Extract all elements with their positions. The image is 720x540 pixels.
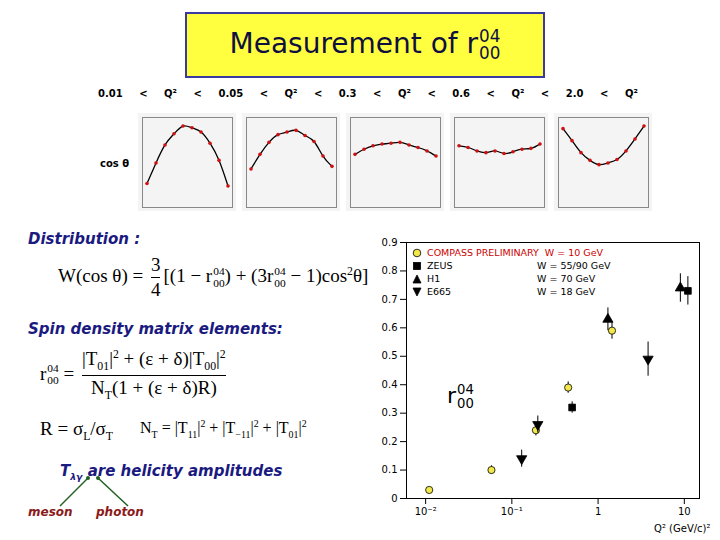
- svg-text:10: 10: [678, 506, 691, 517]
- html-text:Q²: Q²: [398, 88, 411, 99]
- svg-text:0.9: 0.9: [382, 237, 398, 248]
- svg-text:0: 0: [391, 493, 397, 504]
- html-text:00=: 00=: [47, 362, 79, 387]
- html-text:ZEUS: ZEUS: [427, 260, 453, 271]
- html-text:W = 70 GeV: W = 70 GeV: [537, 273, 596, 284]
- html-text:2.0: 2.0: [565, 88, 584, 99]
- html-text:W = 10 GeV: W = 10 GeV: [544, 247, 604, 258]
- svg-text:0.4: 0.4: [382, 379, 398, 390]
- html-text:H1: H1: [427, 273, 441, 284]
- svg-text:1: 1: [595, 506, 601, 517]
- svg-text:10⁻¹: 10⁻¹: [501, 506, 523, 517]
- html-text:NT(1 + (ε + δ)R): NT(1 + (ε + δ)R): [91, 377, 217, 402]
- html-text:00− 1)cos2θ]: 00− 1)cos2θ]: [274, 264, 369, 289]
- html-text:Q²: Q²: [511, 88, 525, 99]
- html-text:cos θ: cos θ: [100, 158, 130, 169]
- svg-text:Q² (GeV/c)²: Q² (GeV/c)²: [654, 523, 710, 534]
- svg-text:0.6: 0.6: [382, 322, 398, 333]
- html-text:Q²: Q²: [164, 88, 177, 99]
- html-text:NT= |T11|2+ |T−11|2+ |T01|2: NT= |T11|2+ |T−11|2+ |T01|2: [140, 418, 307, 440]
- html-text:Spin density matrix elements:: Spin density matrix elements:: [28, 320, 283, 338]
- html-text:W(cos θ) = 3: W(cos θ) = 3: [58, 254, 161, 286]
- html-text:Q²: Q²: [624, 88, 638, 99]
- html-text:0.05: 0.05: [218, 88, 244, 99]
- html-text:00) + (3r04: 00) + (3r04: [213, 264, 286, 289]
- html-text:0.01: 0.01: [98, 88, 123, 99]
- html-text:0.6: 0.6: [452, 88, 470, 99]
- html-text:00: 00: [479, 43, 501, 64]
- html-text:W = 55/90 GeV: W = 55/90 GeV: [537, 260, 611, 271]
- html-text:R = σL/σT: R = σL/σT: [40, 418, 113, 443]
- svg-text:0.1: 0.1: [382, 464, 398, 475]
- html-text:E665: E665: [427, 286, 452, 297]
- html-text:|T01|2+ (ε + δ)|T00|2: |T01|2+ (ε + δ)|T00|2: [81, 348, 226, 374]
- svg-text:0.8: 0.8: [382, 265, 398, 276]
- svg-text:0.2: 0.2: [382, 436, 398, 447]
- html-text:4: 4: [151, 279, 161, 300]
- html-text:0.3: 0.3: [338, 88, 357, 99]
- html-text:Tλγare helicity amplitudes: Tλγare helicity amplitudes: [60, 462, 283, 482]
- html-text:Q²: Q²: [284, 88, 298, 99]
- svg-text:10⁻²: 10⁻²: [415, 506, 437, 517]
- svg-text:0.5: 0.5: [382, 350, 398, 361]
- html-text:r04: r04: [40, 362, 59, 384]
- html-text:Distribution :: Distribution :: [28, 230, 141, 248]
- html-text:photon: photon: [96, 505, 144, 519]
- svg-text:0.3: 0.3: [382, 407, 398, 418]
- html-text:meson: meson: [28, 505, 73, 519]
- html-text:00: 00: [457, 395, 474, 411]
- svg-text:0.7: 0.7: [382, 294, 398, 305]
- html-text:[(1 − r04: [(1 − r04: [163, 264, 225, 286]
- html-text:COMPASS PRELIMINARY: COMPASS PRELIMINARY: [427, 247, 539, 258]
- html-text:W = 18 GeV: W = 18 GeV: [537, 286, 596, 297]
- html-text:r04: r04: [447, 381, 474, 408]
- html-text:Measurement of r04: Measurement of r04: [229, 25, 501, 61]
